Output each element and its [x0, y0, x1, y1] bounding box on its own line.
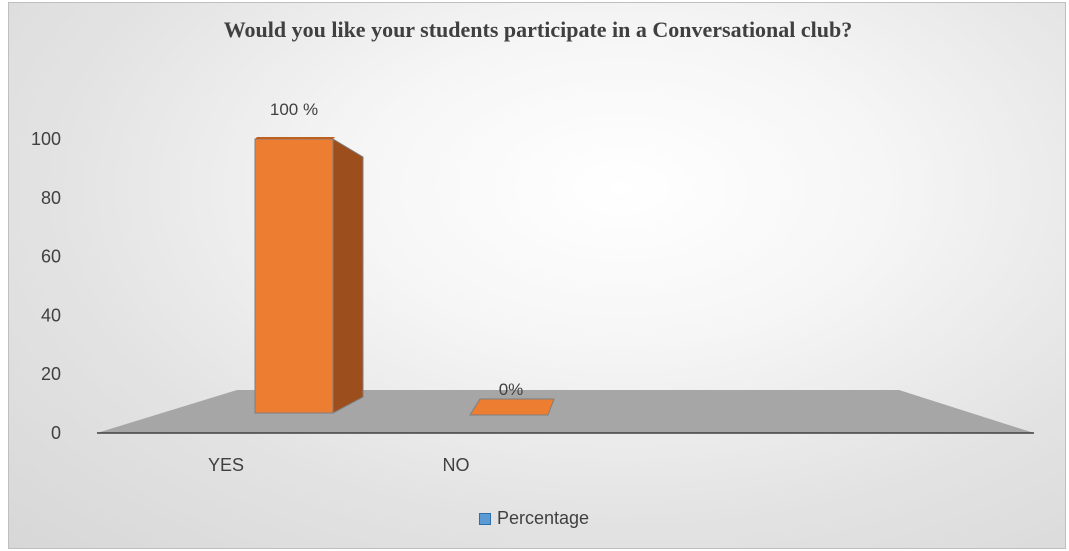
y-tick-label: 60 [41, 247, 61, 267]
y-tick-label: 40 [41, 305, 61, 325]
chart-title: Would you like your students participate… [223, 17, 853, 42]
bar-flat [469, 398, 555, 416]
data-label: 0% [499, 380, 524, 399]
chart-floor [97, 390, 1034, 433]
y-tick-label: 0 [51, 423, 61, 443]
y-tick-label: 20 [41, 364, 61, 384]
y-tick-label: 80 [41, 188, 61, 208]
y-tick-label: 100 [31, 129, 61, 149]
legend-label: Percentage [497, 508, 590, 528]
chart-plot: 0 20 40 60 80 100 100 % YES 0% NO [31, 100, 1034, 475]
bar-side [332, 138, 364, 414]
bar-top [255, 137, 335, 139]
legend: Percentage [479, 508, 589, 529]
legend-swatch [479, 512, 491, 525]
chart-area: Would you like your students participate… [8, 2, 1066, 549]
x-tick-label: NO [443, 455, 470, 475]
x-tick-label: YES [208, 455, 244, 475]
data-label: 100 % [270, 100, 318, 119]
bar-front [254, 138, 334, 414]
